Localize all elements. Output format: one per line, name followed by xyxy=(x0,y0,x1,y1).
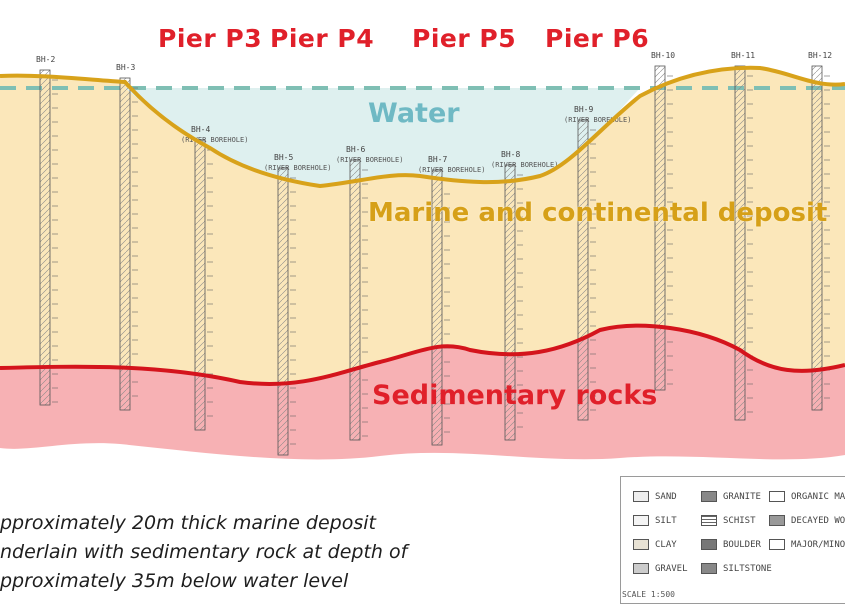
borehole-note: (RIVER BOREHOLE) xyxy=(264,164,331,172)
sedimentary-rock-layer xyxy=(0,325,845,460)
clay-swatch xyxy=(633,539,649,550)
legend-item-organic: ORGANIC MATTE xyxy=(769,491,845,502)
note-line-1: pproximately 20m thick marine deposit xyxy=(0,512,376,534)
borehole-note: (RIVER BOREHOLE) xyxy=(418,166,485,174)
decayed-wood-swatch xyxy=(769,515,785,526)
rock-boundary-line xyxy=(0,323,845,386)
siltstone-swatch xyxy=(701,563,717,574)
borehole-column xyxy=(504,164,516,441)
legend-label: MAJOR/MINOR xyxy=(791,540,845,550)
legend-item-decayed-wood: DECAYED WOOD xyxy=(769,515,845,526)
borehole-note: (RIVER BOREHOLE) xyxy=(491,161,558,169)
borehole-label: BH-9 xyxy=(574,105,593,114)
legend-label: GRAVEL xyxy=(655,564,688,574)
borehole-label: BH-10 xyxy=(651,51,675,60)
granite-swatch xyxy=(701,491,717,502)
legend-label: ORGANIC MATTE xyxy=(791,492,845,502)
scale-label: SCALE 1:500 xyxy=(622,590,675,599)
pier-p3-label: Pier P3 xyxy=(158,24,263,53)
schist-swatch xyxy=(701,515,717,526)
legend-item-siltstone: SILTSTONE xyxy=(701,563,772,574)
borehole-note: (RIVER BOREHOLE) xyxy=(336,156,403,164)
legend-item-silt: SILT xyxy=(633,515,677,526)
borehole-column xyxy=(277,167,289,456)
borehole-note: (RIVER BOREHOLE) xyxy=(181,136,248,144)
borehole-label: BH-7 xyxy=(428,155,447,164)
borehole-column xyxy=(194,139,206,431)
sand-swatch xyxy=(633,491,649,502)
borehole-column xyxy=(734,65,746,421)
legend-label: BOULDER xyxy=(723,540,761,550)
gravel-swatch xyxy=(633,563,649,574)
major-minor-swatch xyxy=(769,539,785,550)
organic-swatch xyxy=(769,491,785,502)
borehole-column xyxy=(577,119,589,421)
borehole-column xyxy=(431,169,443,446)
legend-label: SAND xyxy=(655,492,677,502)
borehole-label: BH-11 xyxy=(731,51,755,60)
soil-legend: SAND GRANITE ORGANIC MATTE SILT SCHIST D… xyxy=(620,476,845,604)
legend-label: SILTSTONE xyxy=(723,564,772,574)
legend-item-major-minor: MAJOR/MINOR xyxy=(769,539,845,550)
borehole-label: BH-5 xyxy=(274,153,293,162)
borehole-note: (RIVER BOREHOLE) xyxy=(564,116,631,124)
legend-item-granite: GRANITE xyxy=(701,491,761,502)
water-layer-label: Water xyxy=(368,98,460,129)
borehole-label: BH-6 xyxy=(346,145,365,154)
borehole-column xyxy=(39,69,51,406)
marine-deposit-label: Marine and continental deposit xyxy=(368,198,828,228)
pier-p6-label: Pier P6 xyxy=(545,24,650,53)
legend-item-boulder: BOULDER xyxy=(701,539,761,550)
borehole-column xyxy=(654,65,666,391)
boulder-swatch xyxy=(701,539,717,550)
borehole-column xyxy=(349,159,361,441)
legend-item-schist: SCHIST xyxy=(701,515,756,526)
legend-label: GRANITE xyxy=(723,492,761,502)
marine-deposit-layer xyxy=(0,67,845,384)
legend-label: CLAY xyxy=(655,540,677,550)
borehole-column xyxy=(811,65,823,411)
legend-item-clay: CLAY xyxy=(633,539,677,550)
pier-p5-label: Pier P5 xyxy=(412,24,517,53)
water-layer xyxy=(125,88,640,186)
legend-label: DECAYED WOOD xyxy=(791,516,845,526)
silt-swatch xyxy=(633,515,649,526)
seabed-line xyxy=(0,65,845,189)
borehole-label: BH-12 xyxy=(808,51,832,60)
borehole-label: BH-8 xyxy=(501,150,520,159)
borehole-label: BH-2 xyxy=(36,55,55,64)
borehole-column xyxy=(119,77,131,411)
pier-p4-label: Pier P4 xyxy=(270,24,375,53)
note-line-3: pproximately 35m below water level xyxy=(0,570,349,592)
note-line-2: nderlain with sedimentary rock at depth … xyxy=(0,541,408,563)
sedimentary-rock-label: Sedimentary rocks xyxy=(372,380,658,411)
legend-label: SCHIST xyxy=(723,516,756,526)
legend-item-gravel: GRAVEL xyxy=(633,563,688,574)
borehole-label: BH-4 xyxy=(191,125,210,134)
borehole-label: BH-3 xyxy=(116,63,135,72)
legend-label: SILT xyxy=(655,516,677,526)
legend-item-sand: SAND xyxy=(633,491,677,502)
